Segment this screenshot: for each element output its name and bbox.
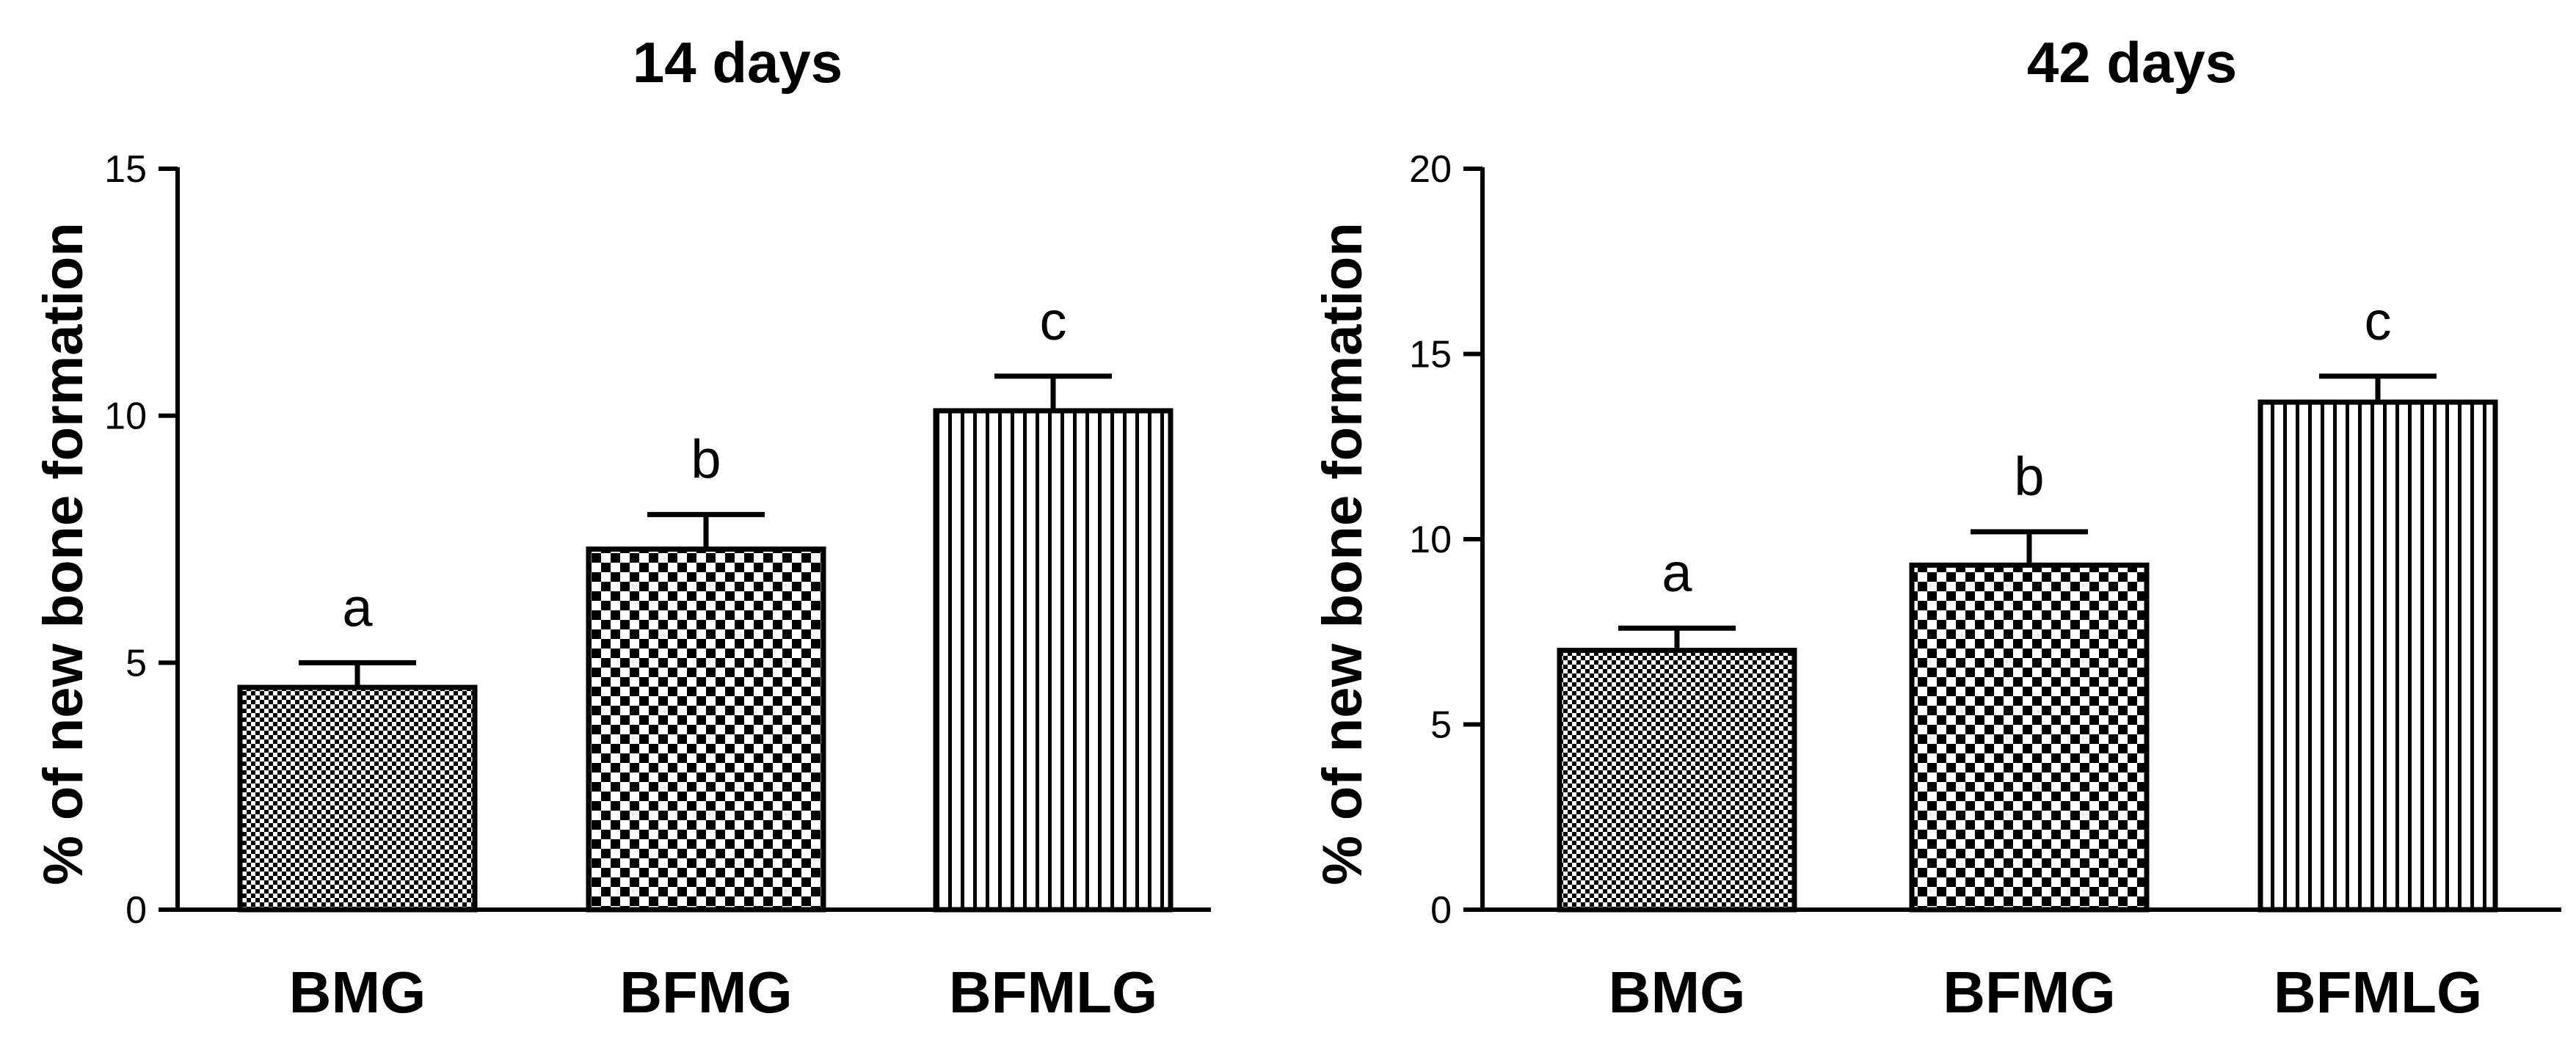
significance-label: b [2014,446,2044,507]
significance-label: a [1662,542,1692,603]
significance-label: a [342,577,373,638]
bars [1557,373,2498,913]
category-label: BFMLG [949,960,1157,1025]
chart-42-days: 42 days % of new bone formation 0 5 10 15 20… [1311,30,2561,1025]
y-axis-label: % of new bone formation [32,222,95,885]
category-label: BMG [1609,960,1746,1025]
y-tick-label: 15 [1409,334,1452,376]
bar-bfmg [1909,562,2150,913]
y-tick-label: 15 [104,148,147,191]
y-tick-label: 10 [1409,519,1452,561]
bar-bfmlg [933,408,1174,913]
y-tick-label: 20 [1409,148,1452,191]
category-label: BFMG [619,960,793,1025]
y-axis-label: % of new bone formation [1311,222,1374,885]
labels: a BMG b BFMG c BFMLG [289,291,1158,1025]
chart-title: 42 days [2027,30,2237,95]
significance-label: b [691,428,721,489]
category-label: BFMLG [2274,960,2482,1025]
bar-bfmg [586,546,826,913]
y-tick-label: 0 [125,889,147,932]
bar-bmg [1557,648,1797,913]
category-label: BFMG [1943,960,2116,1025]
significance-label: c [1040,291,1067,351]
bar-bmg [237,684,478,913]
significance-label: c [2365,291,2392,351]
labels: a BMG b BFMG c BFMLG [1609,291,2483,1025]
chart-14-days: 14 days % of new bone formation 0 5 10 15 a… [32,30,1211,1025]
bars [237,373,1174,913]
bar-bfmlg [2257,399,2498,913]
y-tick-label: 5 [1430,704,1452,747]
y-tick-label: 10 [104,395,147,438]
category-label: BMG [289,960,426,1025]
chart-title: 14 days [633,30,843,95]
y-tick-label: 0 [1430,889,1452,932]
y-tick-label: 5 [125,642,147,684]
